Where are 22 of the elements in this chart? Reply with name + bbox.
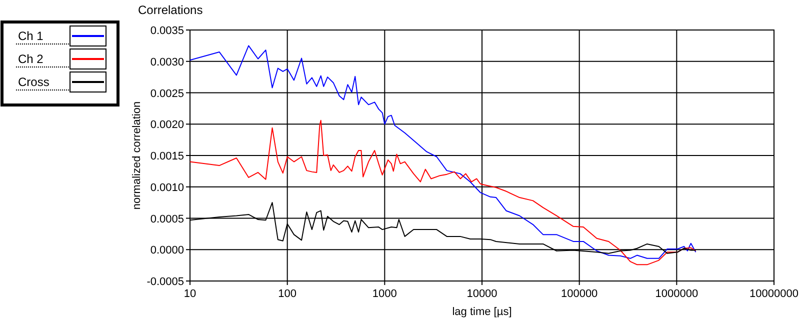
y-tick-label: 0.0000 <box>150 244 184 257</box>
chart-title: Correlations <box>138 3 203 17</box>
y-tick-label: 0.0020 <box>150 119 184 132</box>
x-tick-label: 10 <box>184 288 196 300</box>
y-tick-label: 0.0005 <box>150 213 184 226</box>
y-tick-label: 0.0015 <box>150 150 184 162</box>
x-tick-label: 100 <box>278 288 297 300</box>
y-axis-title: normalized correlation <box>131 101 143 210</box>
x-tick-label: 100000 <box>560 288 598 300</box>
legend-label: Cross <box>18 75 50 89</box>
legend-label: Ch 1 <box>18 29 44 43</box>
x-tick-label: 1000000 <box>655 288 698 300</box>
legend-label: Ch 2 <box>18 52 44 66</box>
y-tick-label: 0.0035 <box>150 25 184 37</box>
x-tick-label: 10000000 <box>750 288 798 300</box>
x-axis-title: lag time [µs] <box>452 306 512 318</box>
y-tick-label: 0.0030 <box>150 56 184 68</box>
x-tick-label: 10000 <box>466 288 498 300</box>
y-tick-label: -0.0005 <box>146 276 184 288</box>
x-tick-label: 1000 <box>372 288 397 300</box>
y-tick-label: 0.0025 <box>150 88 184 100</box>
y-tick-label: 0.0010 <box>150 182 184 194</box>
